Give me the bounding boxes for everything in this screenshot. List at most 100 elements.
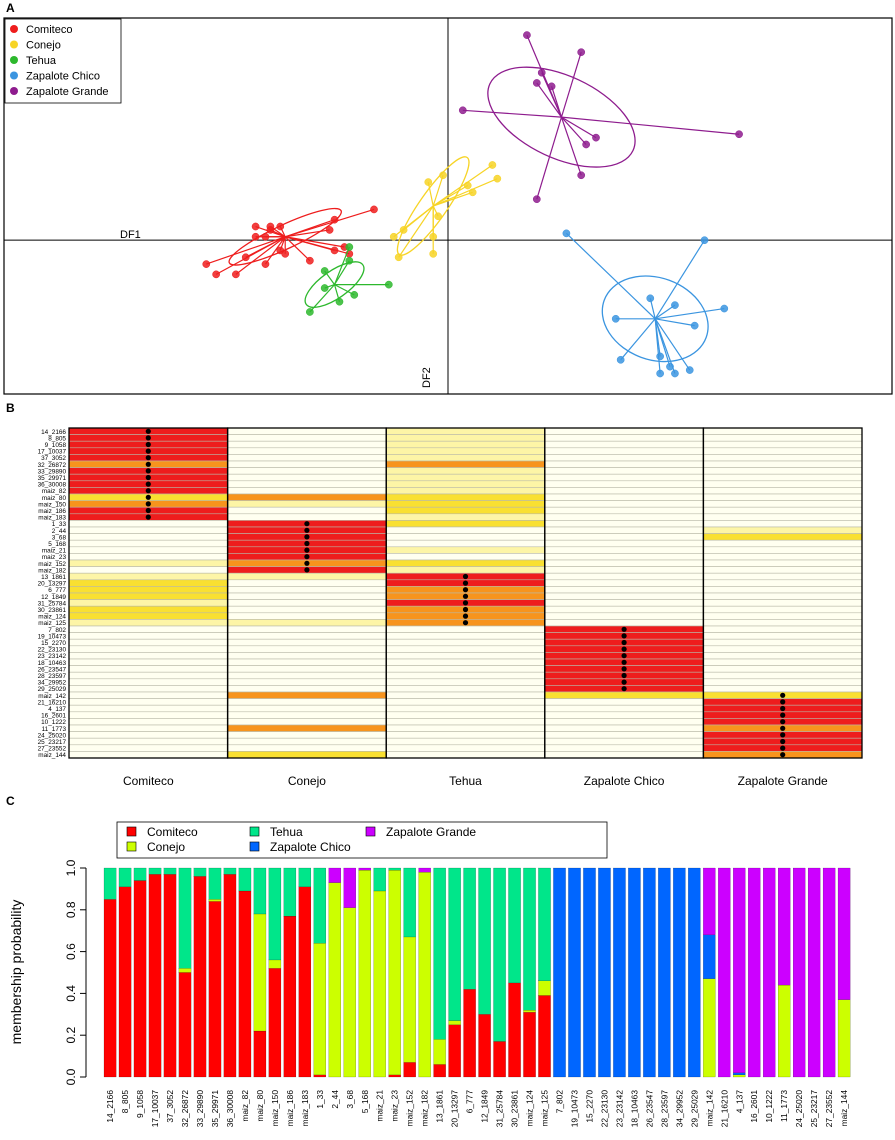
x-tick-label: 2_44 — [330, 1090, 340, 1109]
spoke-line — [398, 205, 434, 258]
bar-stack — [568, 867, 581, 1078]
data-point — [592, 133, 600, 142]
bar-segment-tehua — [238, 867, 252, 892]
bar-segment-zapalote-chico — [643, 867, 656, 1078]
bar-segment-zapalote-grande — [763, 867, 776, 1078]
x-tick-label: 27_23552 — [824, 1090, 834, 1128]
spoke-line — [654, 239, 706, 320]
assignment-dot — [621, 679, 627, 685]
x-tick-label: 19_10473 — [569, 1090, 579, 1128]
bar-segment-conejo — [358, 870, 371, 1078]
bar-segment-tehua — [388, 867, 401, 871]
heat-cell — [544, 454, 704, 462]
x-tick-label: 28_23597 — [659, 1090, 669, 1128]
heat-cell — [385, 427, 546, 435]
heat-cell — [544, 566, 704, 574]
data-point — [306, 308, 314, 316]
legend-marker-conejo — [10, 40, 18, 49]
heat-cell — [68, 612, 228, 620]
data-point — [306, 256, 314, 265]
bar-segment-conejo — [268, 959, 282, 969]
heat-cell — [227, 619, 387, 627]
heat-cell — [703, 553, 863, 561]
bar-stack — [223, 867, 237, 1078]
heat-cell — [385, 506, 546, 515]
panel-label-b: B — [6, 401, 15, 415]
heat-cell — [68, 711, 228, 719]
heat-cell — [703, 625, 863, 633]
heat-cell — [385, 559, 546, 567]
x-tick-label: 31_25784 — [495, 1090, 505, 1128]
heat-cell — [68, 744, 228, 752]
bar-stack — [493, 867, 506, 1078]
heat-cell — [227, 698, 387, 706]
heat-cell — [544, 434, 704, 442]
legend-swatch-comiteco — [126, 826, 137, 837]
data-point — [389, 232, 398, 241]
bar-segment-comiteco — [178, 972, 192, 1078]
bar-stack — [268, 867, 282, 1078]
spoke-line — [264, 236, 286, 265]
bar-segment-comiteco — [523, 1012, 536, 1078]
legend-label-zapalote-chico: Zapalote Chico — [26, 71, 100, 83]
bar-segment-comiteco — [508, 982, 521, 1078]
bar-stack — [478, 867, 491, 1078]
x-tick-label: maiz_23 — [390, 1090, 400, 1122]
heat-cell — [703, 632, 863, 640]
heat-cell — [227, 427, 387, 435]
bar-segment-zapalote-grande — [343, 867, 356, 908]
heat-cell — [544, 473, 704, 482]
x-tick-label: maiz_186 — [285, 1090, 295, 1127]
heat-cell — [227, 652, 387, 660]
assignment-dot — [780, 725, 786, 731]
data-point — [493, 174, 502, 183]
heat-cell — [68, 698, 228, 706]
heat-cell — [544, 539, 704, 548]
heat-cell — [385, 473, 546, 482]
heat-cell — [544, 520, 704, 528]
heat-cell — [703, 526, 863, 534]
bar-segment-conejo — [388, 870, 401, 1075]
column-label-comiteco: Comiteco — [123, 774, 174, 788]
heat-cell — [227, 572, 387, 581]
bar-segment-tehua — [523, 867, 536, 1011]
heat-cell — [227, 440, 387, 449]
heat-cell — [703, 500, 863, 508]
legend-swatch-zapalote-grande — [365, 826, 376, 837]
assignment-dot — [462, 573, 469, 580]
heat-cell — [703, 473, 863, 482]
x-tick-label: 7_802 — [555, 1090, 565, 1114]
x-tick-label: maiz_124 — [525, 1090, 535, 1127]
assignment-dot — [621, 626, 627, 632]
row-label: maiz_150 — [38, 501, 66, 508]
heat-cell — [703, 671, 863, 680]
spoke-line — [654, 304, 676, 320]
heat-cell — [544, 724, 704, 732]
assignment-dot — [145, 481, 151, 487]
row-label: maiz_23 — [42, 554, 67, 561]
heat-cell — [385, 539, 546, 548]
data-point — [690, 321, 699, 330]
heat-cell — [544, 467, 704, 475]
assignment-dot — [462, 606, 469, 613]
heat-cell — [703, 539, 863, 548]
bar-stack — [763, 867, 776, 1078]
row-label: 28_23597 — [38, 673, 67, 680]
bar-segment-tehua — [283, 867, 297, 917]
x-tick-label: maiz_183 — [300, 1090, 310, 1127]
legend-swatch-tehua — [249, 826, 260, 837]
bar-segment-conejo — [703, 978, 716, 1078]
heat-cell — [544, 718, 704, 726]
y-tick-label: 0.8 — [64, 901, 78, 918]
bar-segment-zapalote-grande — [703, 867, 716, 935]
y-tick-label: 0.4 — [64, 985, 78, 1002]
heat-cell — [703, 579, 863, 587]
bar-segment-tehua — [463, 867, 476, 990]
legend-marker-zapalote-grande — [10, 87, 18, 95]
heat-cell — [68, 724, 228, 732]
heat-cell — [703, 665, 863, 673]
x-tick-label: maiz_144 — [839, 1090, 849, 1127]
data-point — [399, 226, 408, 234]
legend-label-tehua: Tehua — [26, 55, 57, 67]
bar-segment-zapalote-grande — [837, 867, 851, 1000]
